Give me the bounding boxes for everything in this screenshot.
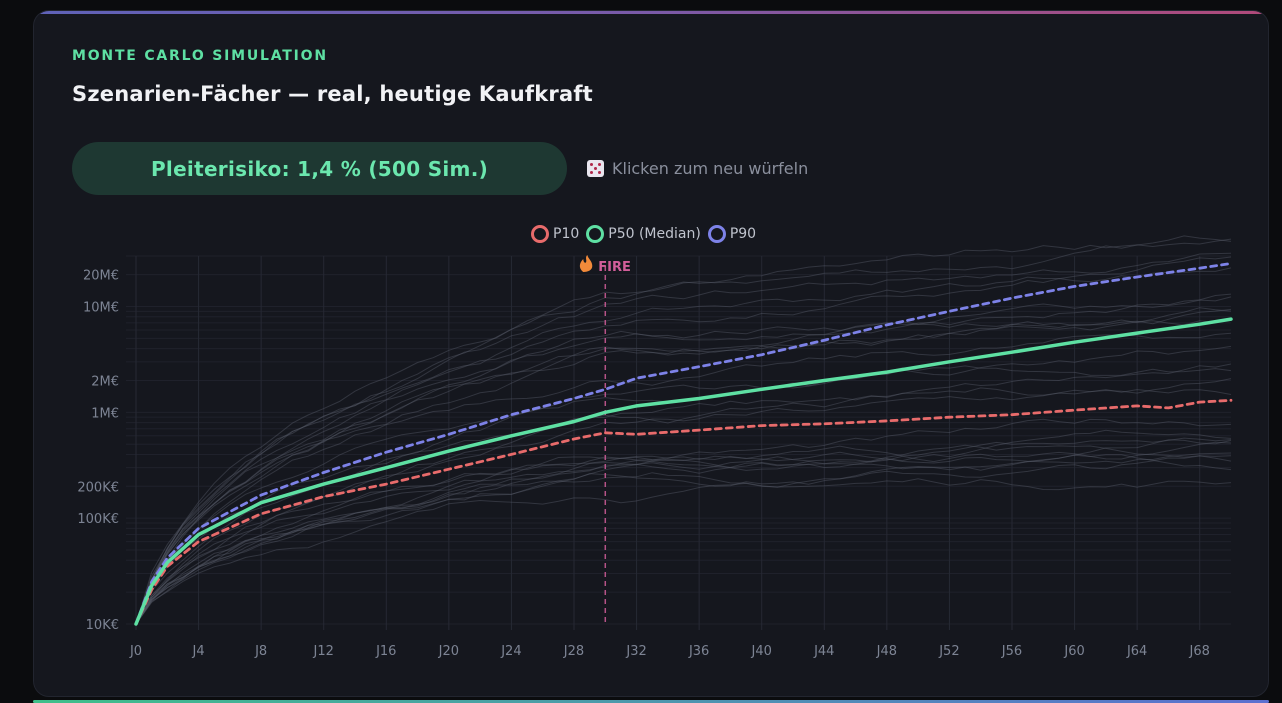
simulation-card: MONTE CARLO SIMULATION Szenarien-Fächer … — [33, 10, 1269, 697]
fire-marker-label: FIRE — [598, 260, 631, 275]
risk-pill[interactable]: Pleiterisiko: 1,4 % (500 Sim.) — [72, 142, 567, 195]
reroll-label: Klicken zum neu würfeln — [612, 158, 809, 178]
x-tick-label: J44 — [813, 644, 834, 659]
x-tick-label: J12 — [313, 644, 334, 659]
simulation-path — [135, 378, 1232, 625]
x-tick-label: J0 — [129, 644, 142, 659]
simulation-path — [135, 444, 1232, 625]
simulation-path — [135, 418, 1232, 625]
legend-label-p10: P10 — [553, 226, 580, 242]
simulation-path — [135, 437, 1232, 625]
simulation-path — [135, 345, 1232, 625]
fire-icon — [579, 255, 593, 272]
legend-label-p90: P90 — [729, 226, 757, 242]
simulation-path — [135, 452, 1232, 625]
y-tick-label: 100K€ — [77, 512, 119, 527]
simulation-path — [135, 441, 1232, 625]
x-tick-label: J64 — [1126, 644, 1147, 659]
x-tick-label: J28 — [563, 644, 584, 659]
simulation-path — [135, 256, 1232, 625]
legend-marker-p50 — [586, 225, 605, 243]
dice-icon — [587, 159, 604, 177]
simulation-path — [135, 365, 1232, 625]
chart-title: Szenarien-Fächer — real, heutige Kaufkra… — [72, 82, 593, 106]
legend-item-p50[interactable]: P50 (Median) — [586, 225, 701, 243]
legend-item-p10[interactable]: P10 — [531, 225, 579, 243]
x-tick-label: J8 — [254, 644, 267, 659]
simulation-path — [135, 296, 1232, 625]
x-tick-label: J68 — [1189, 644, 1210, 659]
legend-item-p90[interactable]: P90 — [707, 225, 757, 243]
y-tick-label: 2M€ — [91, 374, 119, 389]
x-tick-label: J60 — [1063, 644, 1084, 659]
y-tick-label: 1M€ — [91, 406, 119, 421]
section-kicker: MONTE CARLO SIMULATION — [72, 48, 328, 64]
simulation-path — [135, 478, 1232, 625]
simulation-path — [135, 238, 1232, 625]
x-tick-label: J52 — [938, 644, 959, 659]
simulation-path — [135, 319, 1232, 625]
simulation-path — [135, 429, 1232, 625]
y-tick-label: 20M€ — [83, 269, 119, 284]
y-tick-label: 10K€ — [86, 618, 119, 633]
simulation-path — [135, 307, 1232, 625]
series-p50-line — [134, 317, 1233, 626]
chart-legend: P10 P50 (Median) P90 — [531, 223, 759, 245]
x-tick-label: J32 — [625, 644, 646, 659]
y-tick-label: 10M€ — [83, 300, 119, 315]
risk-pill-label: Pleiterisiko: 1,4 % (500 Sim.) — [150, 156, 489, 181]
simulation-path — [135, 235, 1232, 625]
x-tick-label: J36 — [688, 644, 709, 659]
x-tick-label: J4 — [192, 644, 205, 659]
next-card-accent — [33, 700, 1269, 703]
x-tick-label: J40 — [751, 644, 772, 659]
simulation-path — [135, 439, 1232, 625]
series-p90-line — [134, 262, 1233, 626]
simulation-path — [135, 293, 1232, 625]
x-tick-label: J24 — [500, 644, 521, 659]
simulation-path — [135, 454, 1232, 625]
legend-label-p50: P50 (Median) — [608, 226, 701, 242]
series-p10-line — [134, 398, 1233, 626]
simulation-path — [135, 332, 1232, 625]
simulation-path — [135, 387, 1232, 625]
simulation-path — [135, 252, 1232, 625]
x-tick-label: J20 — [438, 644, 459, 659]
legend-marker-p90 — [707, 225, 726, 243]
simulation-path — [135, 455, 1232, 625]
y-tick-label: 200K€ — [77, 480, 119, 495]
x-tick-label: J48 — [876, 644, 897, 659]
legend-marker-p10 — [531, 225, 549, 243]
reroll-button[interactable]: Klicken zum neu würfeln — [587, 156, 808, 180]
x-tick-label: J16 — [375, 644, 396, 659]
simulation-path — [135, 267, 1232, 625]
x-tick-label: J56 — [1001, 644, 1022, 659]
card-accent-line — [34, 11, 1268, 14]
simulation-path — [135, 363, 1232, 625]
simulation-path — [135, 308, 1232, 625]
